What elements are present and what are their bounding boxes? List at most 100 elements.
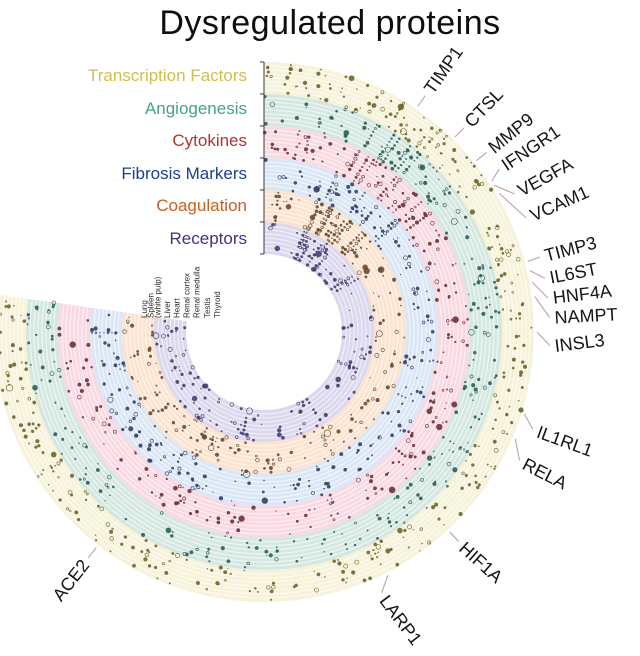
dot [378,295,380,298]
dot [396,237,399,239]
dot [27,341,31,345]
dot [405,157,408,160]
dot [343,130,350,136]
dot [131,545,135,550]
dot [275,203,279,207]
dot [334,229,339,234]
dot [345,581,347,584]
dot [308,484,311,488]
dot [415,389,419,393]
dot [147,564,152,568]
dot [444,283,448,288]
dot [285,203,292,210]
dot [360,406,364,410]
dot [355,237,360,241]
dot [343,264,345,267]
dot [288,72,292,75]
dot [37,424,39,426]
dot [295,559,299,563]
dot [50,451,57,458]
dot [207,532,210,534]
track-separator [173,241,355,423]
dot [109,416,113,420]
dot [178,494,182,498]
dot [323,412,328,418]
dot [267,462,270,465]
dot [274,245,281,252]
dot [411,399,414,402]
dot [263,467,266,470]
dot [402,171,406,175]
dot [356,448,360,452]
protein-connector-timp3 [527,256,541,262]
dot [56,461,61,466]
dot [384,166,388,169]
dot [176,460,180,463]
dot [300,238,302,241]
dot [418,390,423,395]
dot [515,317,518,320]
dot [407,524,413,530]
dot [330,241,334,245]
dot [171,530,174,533]
dot [365,426,368,429]
dot [506,252,511,258]
dot [230,500,233,502]
dot [422,395,426,399]
dot [420,270,423,273]
dot [391,383,396,388]
dot [306,140,309,143]
dot [430,330,435,334]
dot [371,397,375,401]
dot [447,336,450,340]
dot [374,492,378,495]
dot [110,393,114,396]
dot [354,153,357,156]
track-separator [73,141,455,523]
dot [289,68,292,71]
dot [385,385,390,390]
dot [487,234,490,237]
dot [429,348,433,352]
dot [329,552,333,556]
dot [364,353,368,356]
dot [146,548,150,552]
dot [318,117,321,121]
dot [243,569,245,572]
dot [445,420,448,423]
dot [394,447,398,450]
dot [199,450,202,453]
dot [393,350,396,352]
dot [442,189,446,193]
dot [385,193,388,196]
dot [333,238,337,242]
dot [508,405,511,408]
legend-item-angiogenesis: Angiogenesis [144,98,247,118]
dot [491,245,494,249]
dot [305,397,309,401]
dot [365,489,367,492]
dot [465,235,470,240]
dot [477,182,481,187]
dot [298,130,301,132]
protein-connector-ifngr1 [491,168,500,182]
dot [409,145,412,148]
dot [315,205,319,209]
dot [424,423,429,428]
dot [358,233,360,236]
dot [326,481,330,486]
dot [148,354,153,358]
dot [359,354,364,360]
dot [153,565,158,570]
dot [200,414,205,419]
dot [308,508,311,511]
dot [302,80,308,86]
dot [436,143,440,147]
dot [269,101,276,108]
dot [234,480,237,483]
track-separator [145,213,383,451]
dot [156,577,159,580]
dot [411,235,415,240]
dot [168,470,172,473]
